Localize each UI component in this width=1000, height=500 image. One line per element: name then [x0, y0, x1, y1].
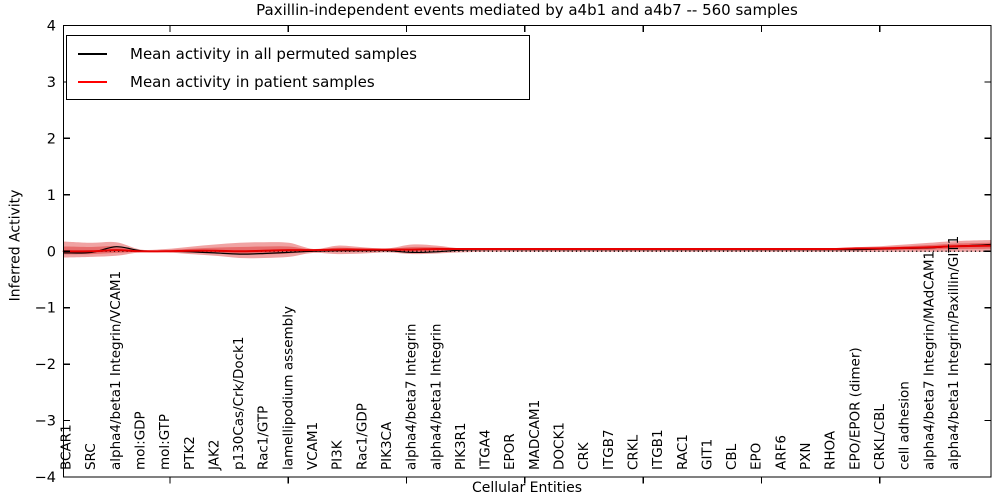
- x-category-label: cell adhesion: [897, 381, 913, 470]
- x-category-label: lamellipodium assembly: [280, 306, 296, 470]
- x-category-label: PTK2: [182, 436, 198, 470]
- chart-title: Paxillin-independent events mediated by …: [256, 1, 798, 19]
- x-category-label: ARF6: [773, 435, 789, 470]
- y-tick-label: −3: [35, 414, 56, 430]
- x-category-label: CBL: [724, 443, 740, 470]
- legend-patient-label: Mean activity in patient samples: [130, 73, 375, 91]
- legend-permuted-line-swatch: [78, 53, 107, 55]
- legend-permuted-label: Mean activity in all permuted samples: [130, 45, 417, 63]
- x-category-label: alpha4/beta7 Integrin/MAdCAM1: [921, 251, 937, 470]
- x-category-label: VCAM1: [305, 422, 321, 470]
- x-category-label: PI3K: [330, 439, 346, 470]
- x-category-label: CRK: [576, 441, 592, 470]
- y-tick-label: 2: [47, 131, 56, 147]
- x-category-label: CRKL: [625, 434, 641, 470]
- x-category-label: ITGB7: [601, 429, 617, 470]
- x-category-label: MADCAM1: [527, 400, 543, 470]
- x-category-label: alpha4/beta7 Integrin: [404, 324, 420, 470]
- x-category-label: mol:GDP: [132, 411, 148, 470]
- y-tick-label: 4: [47, 18, 56, 34]
- x-category-label: PIK3CA: [379, 421, 395, 470]
- x-category-label: RAC1: [675, 434, 691, 470]
- x-category-label: EPO/EPOR (dimer): [847, 347, 863, 470]
- x-category-label: JAK2: [206, 440, 222, 471]
- legend-patient-line-swatch: [78, 81, 107, 83]
- x-category-labels: BCAR1 SRC alpha4/beta1 Integrin/VCAM1 mol:G…: [59, 236, 962, 471]
- mean-patient-line: [62, 244, 992, 253]
- y-tick-label: 0: [47, 244, 56, 260]
- x-category-label: Rac1/GDP: [354, 403, 370, 470]
- x-category-label: ITGB1: [650, 429, 666, 470]
- x-category-label: ITGA4: [478, 429, 494, 470]
- y-tick-label: −1: [35, 301, 56, 317]
- x-category-label: p130Cas/Crk/Dock1: [231, 337, 247, 470]
- legend: Mean activity in all permuted samples Me…: [66, 35, 530, 100]
- x-category-label: CRKL/CBL: [872, 404, 888, 470]
- legend-item-patient: Mean activity in patient samples: [67, 68, 529, 96]
- y-tick-label: −2: [35, 357, 56, 373]
- y-tick-label: −4: [35, 470, 56, 486]
- x-category-label: DOCK1: [552, 422, 568, 470]
- x-category-label: PIK3R1: [453, 422, 469, 470]
- x-category-label: GIT1: [699, 439, 715, 470]
- legend-item-permuted: Mean activity in all permuted samples: [67, 40, 529, 68]
- x-category-label: PXN: [798, 443, 814, 471]
- y-ticks: −4 −3 −2 −1 0 1 2 3 4: [35, 18, 991, 486]
- x-category-label: BCAR1: [59, 424, 75, 470]
- x-ticks: [169, 25, 881, 484]
- y-tick-label: 3: [47, 75, 56, 91]
- x-category-label: mol:GTP: [157, 414, 173, 470]
- x-category-label: Rac1/GTP: [256, 406, 272, 470]
- x-category-label: alpha4/beta1 Integrin: [428, 324, 444, 470]
- x-category-label: alpha4/beta1 Integrin/VCAM1: [108, 271, 124, 470]
- x-category-label: RHOA: [823, 430, 839, 470]
- x-category-label: SRC: [83, 443, 99, 470]
- x-category-label: alpha4/beta1 Integrin/Paxillin/GIT1: [946, 236, 962, 470]
- x-axis-title: Cellular Entities: [471, 480, 583, 496]
- y-tick-label: 1: [47, 188, 56, 204]
- x-category-label: EPO: [749, 443, 765, 470]
- x-category-label: EPOR: [502, 433, 518, 470]
